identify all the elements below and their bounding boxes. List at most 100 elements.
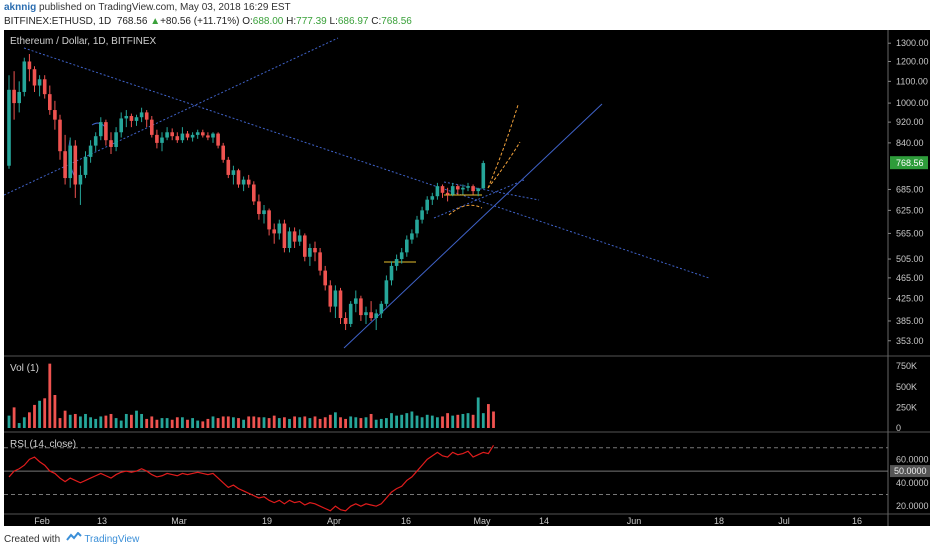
volume-bar [221,416,225,428]
volume-bar [390,413,393,428]
volume-tick-label: 750K [896,361,917,371]
volume-bar [466,413,470,428]
volume-bar [252,416,256,428]
candle-body [399,252,404,260]
candle-body [27,61,32,70]
candle-body [139,112,144,118]
x-tick-label: Apr [327,516,341,526]
candle-body [134,117,139,121]
volume-bar [385,418,388,428]
volume-bar [175,417,179,428]
candle-body [12,89,16,104]
candle-body [42,79,47,95]
candle-body [252,184,256,202]
candle-body [277,223,282,234]
candle-body [109,140,113,148]
channel-line [433,179,525,219]
candle-body [303,235,307,257]
chart-frame[interactable]: 1300.00 1200.00 1100.00 1000.00 920.00 840.00… [3,30,930,526]
volume-bar [334,412,337,428]
volume-bar [492,411,495,428]
candle-body [364,312,368,316]
candle-body [63,151,67,179]
volume-bar [461,413,465,428]
author-name[interactable]: aknnig [4,2,37,13]
axes: 1300.00 1200.00 1100.00 1000.00 920.00 840.00… [34,38,930,526]
x-tick-label: 18 [714,516,724,526]
early-trend-line [3,37,339,196]
candle-body [435,186,440,197]
candle-body [88,145,93,157]
volume-bar [339,417,342,428]
volume-bar [288,418,291,428]
high-label: H: [286,16,297,27]
volume-bar [267,418,271,428]
volume-bar [313,416,317,428]
volume-bar [405,413,409,428]
high-value: 777.39 [296,16,327,27]
candle-body [180,133,185,141]
volume-bar [247,416,251,428]
volume-bar [201,421,205,428]
created-with-text: Created with [4,534,61,545]
volume-bar [119,420,123,428]
candle-body [206,135,210,138]
candle-body [175,136,180,141]
volume-bar [22,417,26,428]
volume-bar [63,410,67,428]
volume-bar [328,414,332,428]
candle-body [170,132,174,137]
rsi-tick-label: 60.0000 [896,454,929,464]
candle-body [83,156,88,175]
tradingview-brand[interactable]: TradingView [84,534,140,545]
volume-bar [206,418,210,428]
x-tick-label: Feb [34,516,50,526]
volume-bar [318,418,322,428]
price-tick-label: 685.00 [896,184,924,194]
candle-body [190,134,195,138]
volume-tick-label: 0 [896,423,901,433]
candle-body [78,174,83,185]
price-tick-label: 840.00 [896,138,924,148]
rsi-label: RSI (14, close) [10,439,76,450]
volume-bar [232,417,235,428]
last-price: 768.56 [116,16,148,27]
candle-body [389,265,394,281]
volume-tick-label: 250K [896,402,917,412]
volume-bar [109,413,113,428]
volume-bar [17,423,21,428]
volume-bar [191,418,194,428]
volume-bar [48,363,52,428]
volume-bar [181,417,184,428]
candle-body [440,186,445,193]
volume-bar [242,419,245,428]
volume-bar [293,416,296,428]
price-tick-label: 1300.00 [896,38,929,48]
candle-body [425,199,429,211]
candle-body [48,94,52,111]
volume-bar [257,417,261,428]
resistance-line [443,181,540,201]
candle-body [420,210,424,220]
open-value: 688.00 [252,16,284,27]
candle-body [450,186,455,195]
candle-body [328,285,333,307]
chart-svg[interactable]: 1300.00 1200.00 1100.00 1000.00 920.00 840.00… [3,30,930,526]
volume-bar [130,414,133,428]
candle-body [7,89,11,166]
candle-body [231,170,236,175]
volume-bar [349,416,353,428]
volume-bar [436,417,439,428]
candle-body [323,270,327,286]
candle-body [374,313,378,319]
candle-body [73,145,78,185]
candle-body [297,235,302,242]
low-value: 686.97 [337,16,369,27]
x-tick-label: 16 [852,516,862,526]
volume-bar [94,418,98,428]
volume-bar [379,418,383,428]
x-tick-label: 16 [401,516,411,526]
candle-body [272,229,276,234]
volume-bar [395,415,398,428]
candle-body [343,318,348,324]
